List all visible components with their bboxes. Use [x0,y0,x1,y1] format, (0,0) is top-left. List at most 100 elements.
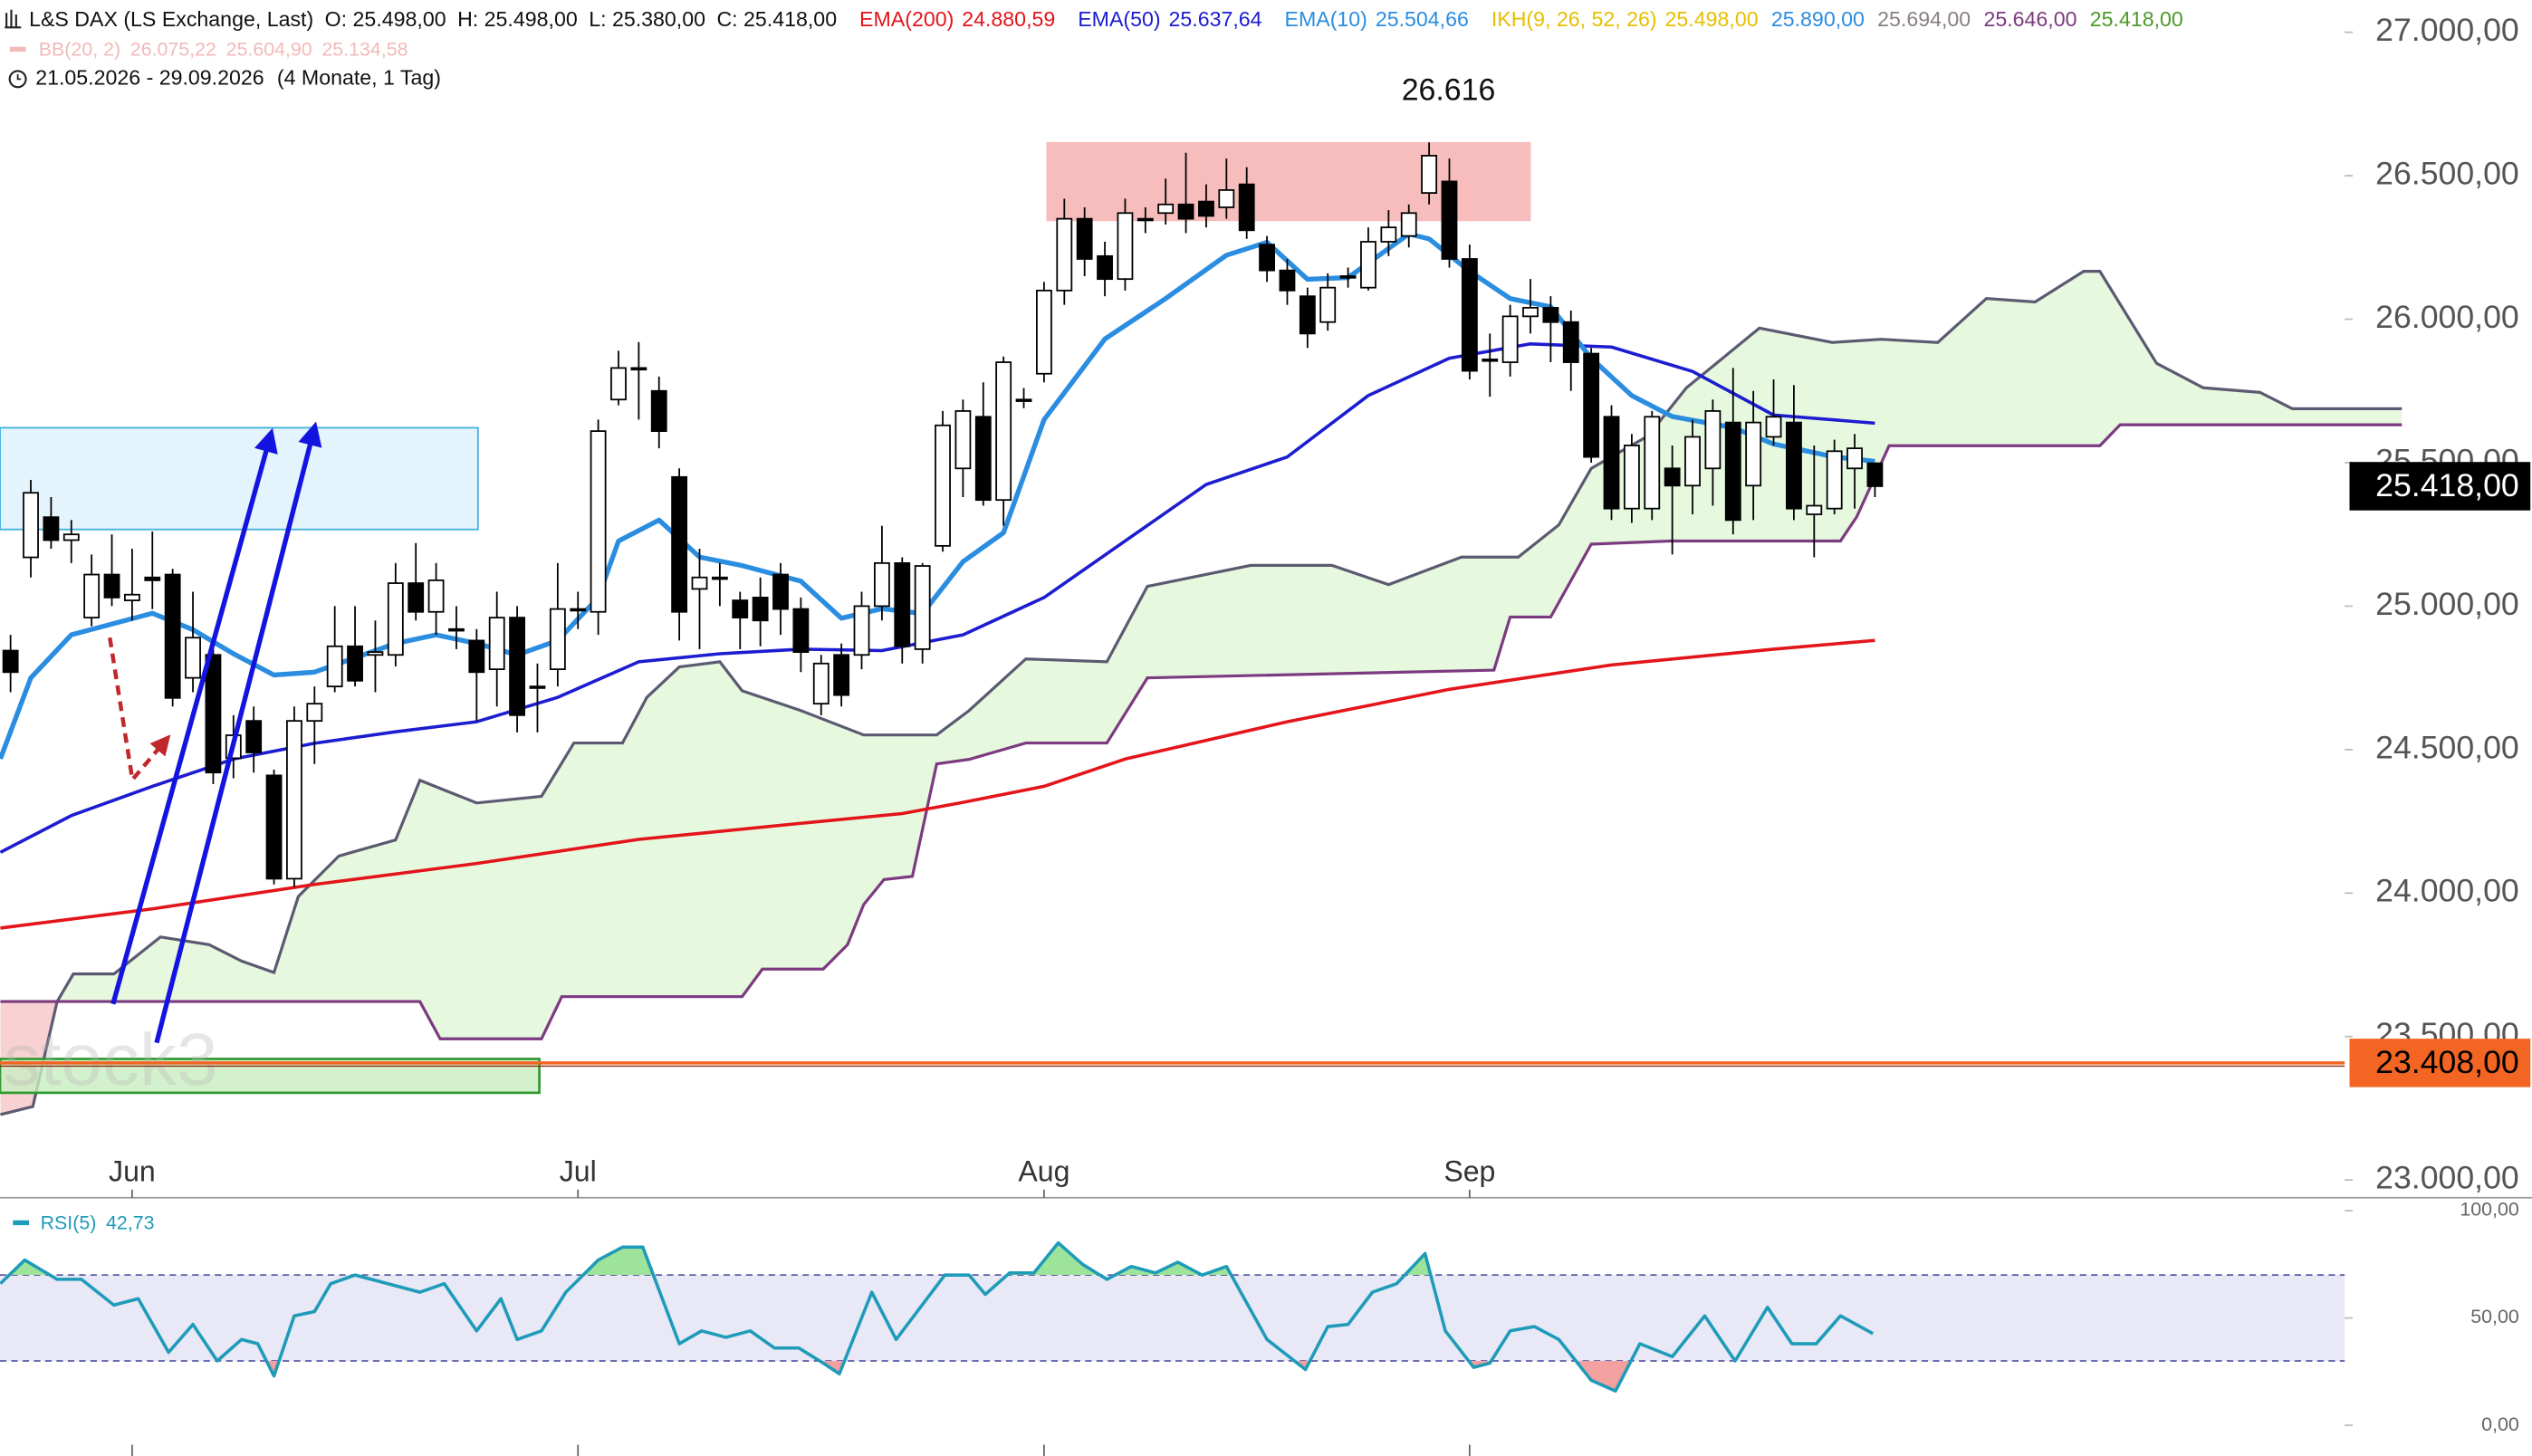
candle-body [488,617,505,671]
candle-body [671,475,688,613]
candle-body [691,576,708,590]
candle-body [1866,462,1884,487]
candle-body [1137,217,1154,222]
candle-body [123,593,140,601]
candle-body [1339,275,1357,279]
candle-body [1400,212,1417,237]
blue-zone [0,426,479,531]
candle-body [1198,200,1214,217]
candle-body [935,424,951,547]
x-tick-label: Jun [109,1155,156,1188]
rsi-tick-label: 100,00 [2460,1199,2518,1221]
candle-body [833,654,850,696]
candle-body [914,565,931,650]
candle-body [1583,352,1600,458]
candle-body [995,361,1012,502]
rsi-band [0,1275,2345,1361]
candle-body [468,639,485,674]
header-item: 25.498,00 [1665,7,1759,31]
header-item: 24.880,59 [962,7,1055,31]
rsi-legend-marker [13,1220,30,1226]
candle-body [772,573,789,610]
rsi-background [0,1240,2345,1393]
candle-body [144,576,161,581]
bb-legend-marker [9,46,26,53]
header-item: (4 Monate, 1 Tag) [277,65,441,89]
candle-body [1319,286,1337,323]
ichimoku-cloud [0,270,2403,1116]
labels: 26.616 L&S DAX (LS Exchange, Last) O: 25.… [0,7,2532,1456]
candle-body [1421,155,1438,194]
candle-body [1542,306,1559,323]
header-item: EMA(50) [1078,7,1160,31]
dashed-arrow [108,637,171,785]
candle-body [549,608,566,671]
candle-body [387,582,404,656]
header-item: 25.694,00 [1877,7,1971,31]
header-item: L: 25.380,00 [589,7,705,31]
candle-body [1259,244,1275,272]
y-tick-label: 26.500,00 [2375,156,2519,192]
candle-body [367,651,384,656]
x-tick-label: Jul [560,1155,597,1188]
candle-body [43,516,60,541]
y-tick-label: 24.000,00 [2375,873,2519,909]
header-item: 21.05.2026 - 29.09.2026 [35,65,264,89]
candle-body [1806,504,1823,515]
candle-body [590,430,607,613]
candle-body [1501,315,1519,363]
candle-body [954,410,972,470]
candle-body [427,579,445,613]
candle-body [1482,359,1499,362]
header-item: H: 25.498,00 [457,7,578,31]
candle-body [326,645,343,688]
candle-body [1056,217,1073,292]
candle-body [1724,421,1741,522]
header-item: 26.075,22 [130,38,216,60]
candle-body [610,367,627,401]
candle-body [1461,258,1478,372]
candle-body [1218,189,1235,208]
candle-body [711,576,728,580]
y-tick-label: 27.000,00 [2375,12,2519,48]
rsi-tick-label: 0,00 [2481,1413,2519,1435]
candle-body [630,367,647,371]
cloud-fill-up [0,271,2403,1039]
header-item: RSI(5) [41,1212,97,1233]
candle-body [894,561,911,647]
candle-body [509,617,526,716]
ema-line [0,638,1875,930]
level-box [2349,1039,2531,1087]
header-item: EMA(10) [1285,7,1367,31]
candle-body [185,637,201,679]
header-item: 25.504,66 [1376,7,1469,31]
candle-body [1299,295,1316,335]
header-item: 25.604,90 [226,38,312,60]
header-item: L&S DAX (LS Exchange, Last) [29,7,313,31]
y-tick-label: 23.000,00 [2375,1160,2519,1196]
header-item: 25.637,64 [1169,7,1262,31]
candle-body [1623,445,1640,510]
candle-body [752,597,769,622]
header-item: 25.418,00 [2090,7,2183,31]
candle-body [1765,416,1782,438]
candle-body [1522,306,1539,318]
header-item: 42,73 [106,1212,155,1233]
clock-icon [8,70,27,89]
x-tick-label: Aug [1018,1155,1069,1188]
candle-body [1380,226,1397,243]
candle-body [529,685,546,689]
candle-body [1562,321,1579,363]
candle-body [1826,450,1843,510]
candle-body [1644,416,1661,510]
rsi-line [0,1240,1875,1393]
candle-body [974,416,992,502]
candle-body [1157,203,1175,215]
trend-arrow [110,427,278,1005]
y-tick-label: 24.500,00 [2375,729,2519,765]
red-zone [1046,141,1531,222]
candles [2,142,1884,887]
ichimoku-span-a [0,270,2403,1116]
